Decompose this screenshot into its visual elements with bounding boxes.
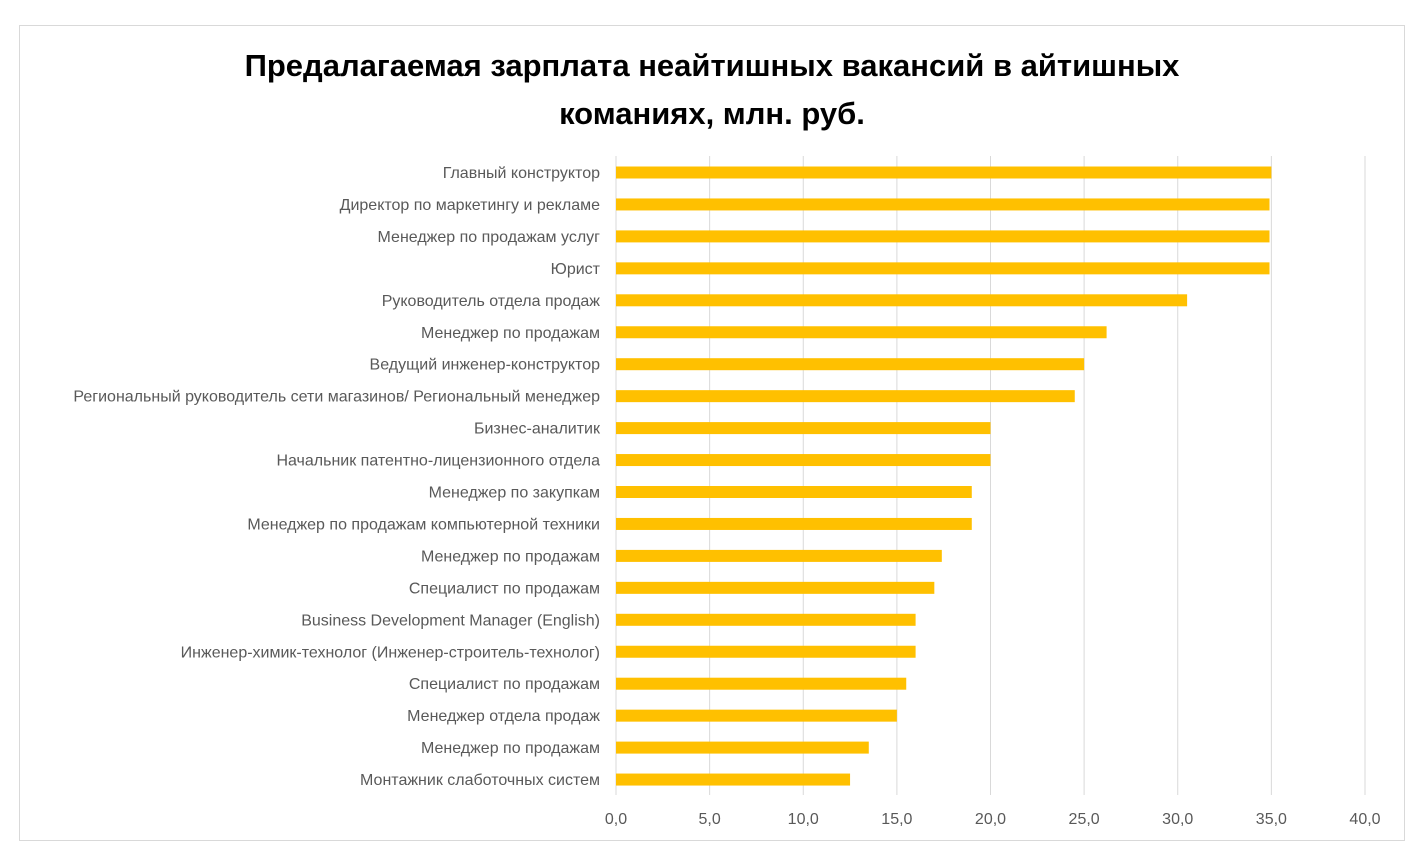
bar (616, 486, 972, 498)
category-label: Менеджер по продажам (421, 740, 600, 757)
category-label: Менеджер отдела продаж (407, 708, 600, 725)
bar (616, 645, 916, 658)
category-label: Менеджер по продажам (421, 325, 600, 342)
bar (616, 326, 1107, 339)
bar (616, 741, 869, 754)
bar (616, 166, 1272, 179)
x-tick-label: 30,0 (1162, 811, 1193, 828)
category-label: Менеджер по продажам (421, 548, 600, 565)
bar (616, 581, 935, 594)
bar (616, 709, 897, 722)
x-tick-label: 0,0 (605, 811, 627, 828)
category-label: Business Development Manager (English) (301, 612, 600, 629)
bar (616, 230, 1270, 243)
bar (616, 422, 991, 435)
category-label: Начальник патентно-лицензионного отдела (276, 453, 600, 470)
category-label: Менеджер по продажам услуг (378, 229, 601, 246)
bar (616, 358, 1085, 371)
bar (616, 198, 1270, 211)
bar (616, 773, 851, 786)
category-label: Юрист (551, 261, 601, 278)
category-label: Региональный руководитель сети магазинов… (73, 389, 600, 406)
category-label: Главный конструктор (443, 165, 600, 182)
category-label: Менеджер по продажам компьютерной техник… (247, 516, 600, 533)
x-tick-label: 25,0 (1069, 811, 1100, 828)
chart-title: Предалагаемая зарплата неайтишных ваканс… (19, 42, 1405, 138)
category-labels: Главный конструктор Директор по маркетинг… (73, 165, 601, 789)
chart-title-line-2: команиях, млн. руб. (559, 96, 865, 131)
grid-lines (615, 156, 1366, 795)
category-label: Специалист по продажам (409, 676, 600, 693)
x-tick-label: 10,0 (788, 811, 819, 828)
chart-title-line-1: Предалагаемая зарплата неайтишных ваканс… (244, 48, 1180, 83)
category-label: Ведущий инженер-конструктор (370, 357, 601, 374)
bar (616, 517, 972, 530)
x-tick-label: 5,0 (699, 811, 721, 828)
bars (616, 166, 1272, 786)
bar (616, 390, 1075, 403)
x-tick-label: 40,0 (1349, 811, 1380, 828)
bar (616, 262, 1270, 275)
x-tick-label: 15,0 (881, 811, 912, 828)
bar (616, 454, 991, 467)
bar (616, 294, 1188, 307)
category-label: Инженер-химик-технолог (Инженер-строител… (181, 644, 600, 661)
category-label: Монтажник слаботочных систем (360, 772, 600, 789)
bar (616, 677, 907, 690)
x-tick-label: 35,0 (1256, 811, 1287, 828)
category-label: Специалист по продажам (409, 580, 600, 597)
x-tick-labels: 0,0 5,0 10,0 15,0 20,0 25,0 30,0 35,0 40,0 (605, 811, 1381, 828)
category-label: Менеджер по закупкам (429, 485, 600, 502)
category-label: Руководитель отдела продаж (382, 293, 601, 310)
bar (616, 613, 916, 626)
x-tick-label: 20,0 (975, 811, 1006, 828)
category-label: Бизнес-аналитик (474, 421, 601, 438)
category-label: Директор по маркетингу и рекламе (340, 197, 600, 214)
bar (616, 549, 942, 562)
